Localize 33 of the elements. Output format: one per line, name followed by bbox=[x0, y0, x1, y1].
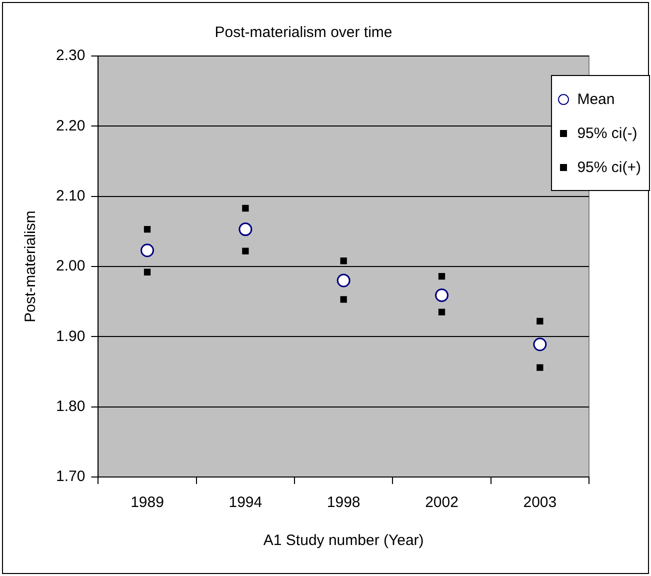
point bbox=[340, 258, 347, 264]
point bbox=[536, 318, 544, 325]
x-tick-label: 1998 bbox=[326, 494, 360, 512]
y-tick-label: 2.10 bbox=[56, 187, 86, 204]
x-tick-label: 1989 bbox=[130, 494, 164, 512]
x-tick-label: 2002 bbox=[425, 494, 458, 512]
point bbox=[435, 288, 449, 302]
x-axis-title: A1 Study number (Year) bbox=[263, 532, 424, 550]
point bbox=[242, 248, 249, 254]
point bbox=[140, 244, 154, 258]
point bbox=[238, 222, 252, 236]
point bbox=[242, 204, 249, 212]
y-tick-label: 1.80 bbox=[56, 398, 86, 415]
y-tick-label: 1.70 bbox=[56, 468, 86, 486]
point bbox=[533, 338, 547, 352]
x-tick-label: 2003 bbox=[523, 494, 557, 512]
y-tick-label: 2.30 bbox=[56, 47, 86, 64]
point bbox=[336, 274, 350, 288]
y-tick-label: 2.00 bbox=[56, 258, 86, 275]
legend-label: 95% ci(-) bbox=[577, 124, 638, 142]
y-tick-label: 1.90 bbox=[56, 328, 86, 345]
point bbox=[144, 226, 151, 233]
x-tick-label: 1994 bbox=[228, 494, 262, 512]
point bbox=[536, 364, 544, 371]
point bbox=[340, 296, 347, 303]
chart-title: Post-materialism over time bbox=[214, 24, 392, 42]
point bbox=[438, 272, 446, 280]
point bbox=[438, 308, 446, 316]
point bbox=[144, 268, 151, 276]
y-axis-title: Post-materialism bbox=[22, 210, 40, 322]
legend-label: Mean bbox=[577, 90, 615, 108]
y-tick-label: 2.20 bbox=[56, 117, 86, 134]
legend-label: 95% ci(+) bbox=[577, 158, 641, 176]
